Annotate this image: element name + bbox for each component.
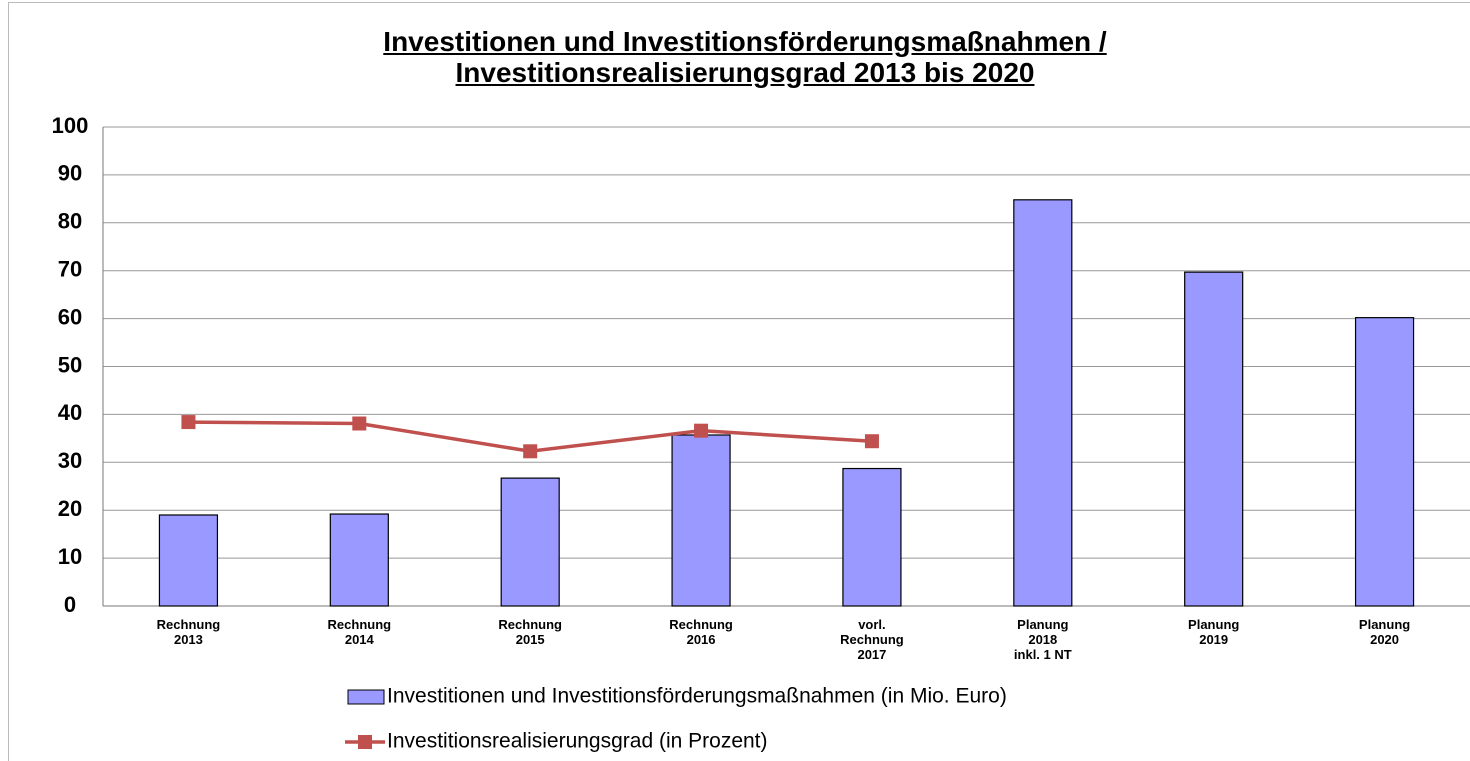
x-tick-label: Planung 2018 inkl. 1 NT [1013,617,1072,662]
bar [671,434,731,607]
x-tick-label: Planung 2019 [1188,617,1240,647]
bar [500,477,560,607]
y-tick-label: 20 [58,496,82,521]
x-tick-label: Rechnung 2016 [669,617,733,647]
y-tick-label: 80 [58,209,82,234]
legend-swatch [358,735,372,749]
bar [1184,271,1244,607]
bar [158,514,219,607]
x-tick-label: vorl. Rechnung 2017 [840,617,904,662]
y-tick-label: 40 [58,400,82,425]
y-tick-label: 100 [52,113,89,138]
frame [8,2,1470,761]
bar [842,467,902,607]
y-tick-label: 50 [58,352,82,377]
y-tick-label: 30 [58,448,82,473]
y-tick-label: 10 [58,544,82,569]
bar [329,513,389,607]
y-tick-label: 60 [58,304,82,329]
x-tick-label: Rechnung 2014 [327,617,392,647]
y-tick-label: 70 [58,257,82,282]
chart-title: Investitionen und Investitionsförderungs… [383,26,1107,88]
marker [864,434,879,449]
bar [1013,199,1073,607]
legend-swatch [347,689,385,705]
y-tick-label: 90 [58,161,82,186]
x-tick-label: Planung 2020 [1358,617,1411,647]
legend-label: Investitionsrealisierungsgrad (in Prozen… [387,730,768,753]
x-tick-label: Rechnung 2015 [498,617,562,647]
x-tick-label: Rechnung 2013 [156,617,221,647]
marker [694,423,709,438]
bar [1354,317,1415,607]
y-tick-label: 0 [64,592,76,617]
marker [181,415,196,430]
marker [352,416,367,431]
marker [523,444,538,459]
legend-label: Investitionen und Investitionsförderungs… [387,685,1007,708]
